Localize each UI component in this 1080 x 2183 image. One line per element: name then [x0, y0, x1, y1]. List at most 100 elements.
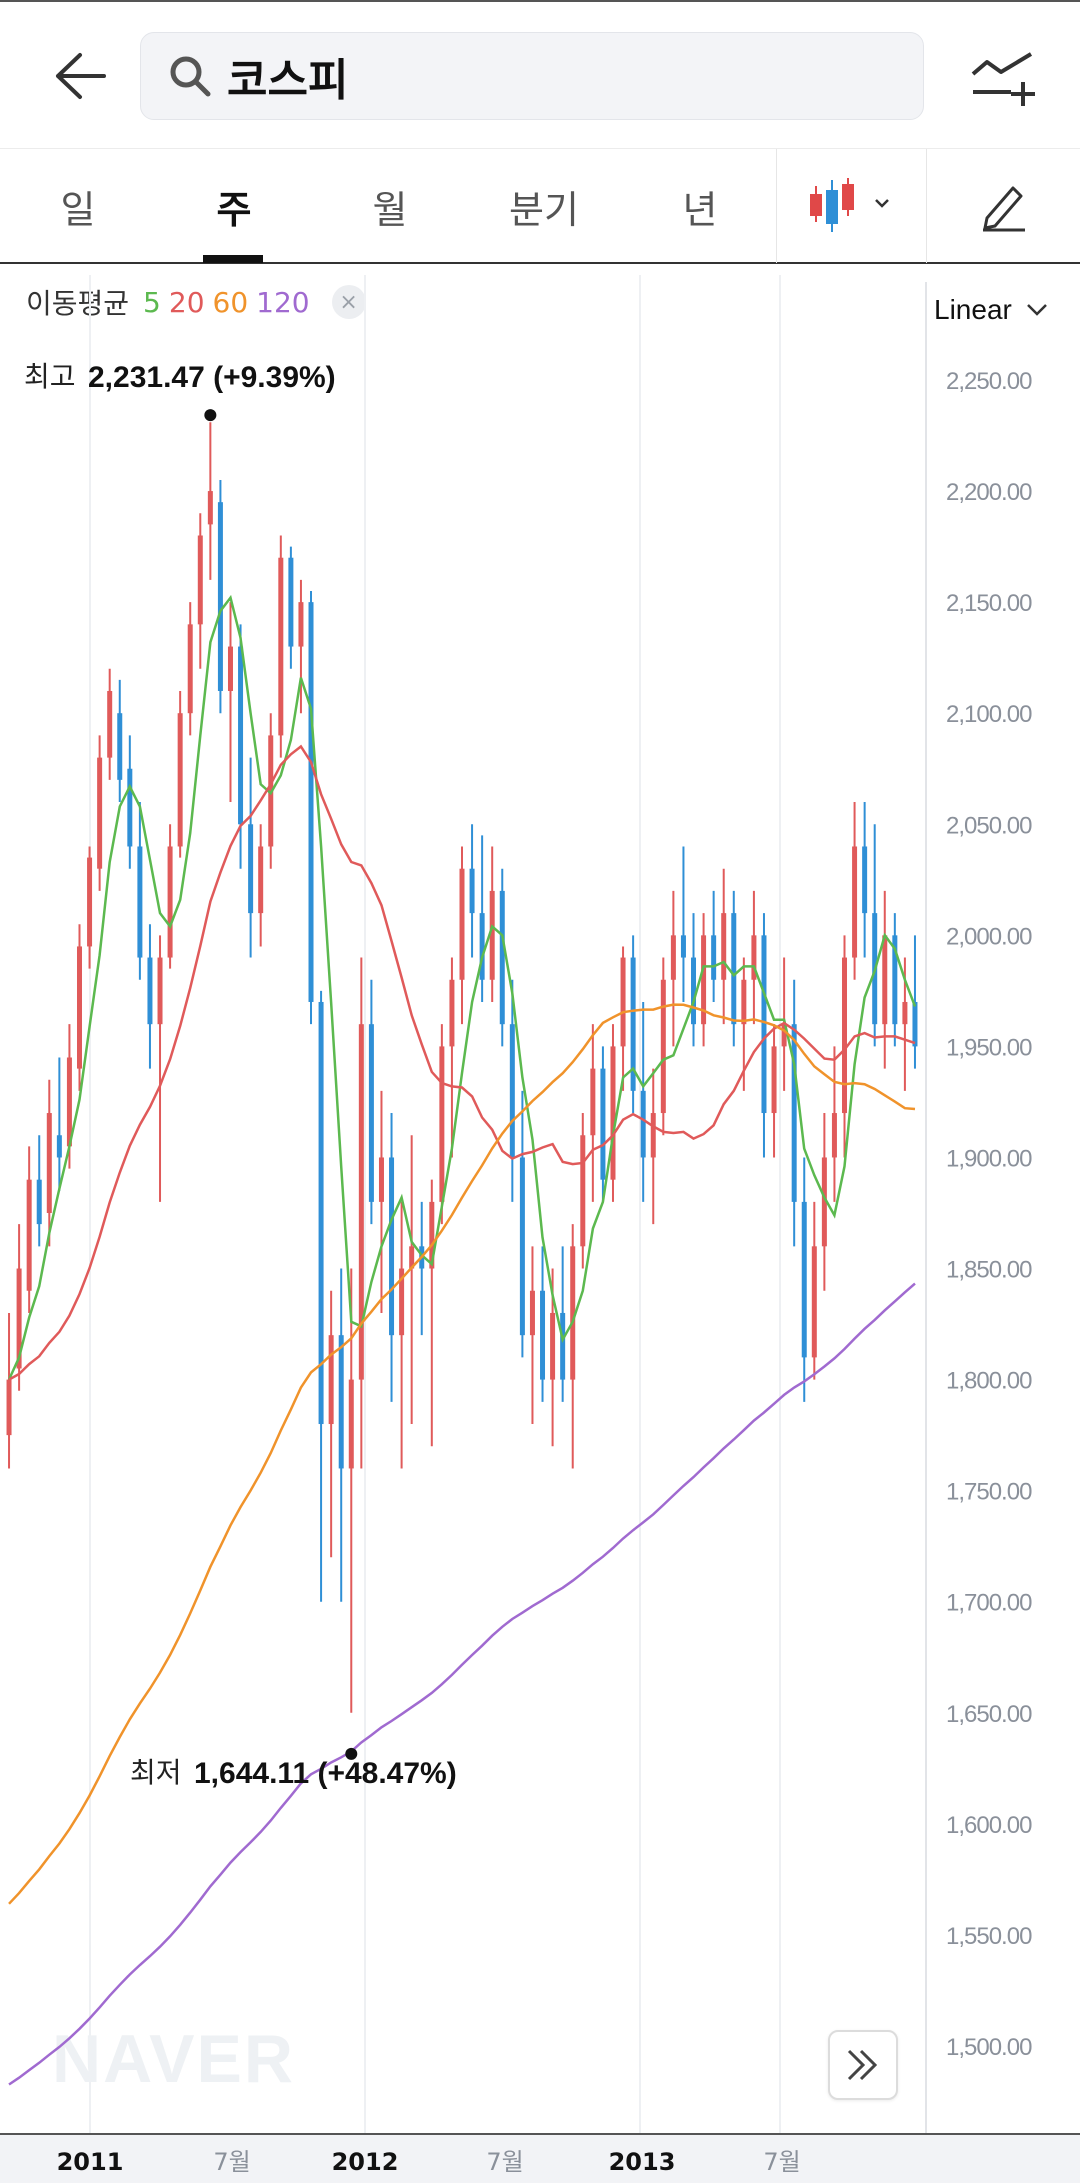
candle-body — [26, 1179, 32, 1291]
drawing-tool-button[interactable] — [928, 149, 1080, 263]
candle-body — [459, 868, 465, 980]
candle-body — [207, 491, 213, 525]
y-tick-label: 2,150.00 — [946, 590, 1032, 617]
candle-body — [902, 1001, 908, 1025]
candle-body — [570, 1246, 576, 1380]
x-axis: 2011 7월 2012 7월 2013 7월 — [0, 2133, 1080, 2183]
tab-week[interactable]: 주 — [156, 149, 312, 263]
y-tick-label: 1,800.00 — [946, 1368, 1032, 1395]
arrow-left-icon — [56, 53, 106, 99]
low-marker-value: 1,644.11 (+48.47%) — [194, 1757, 457, 1790]
candlestick-icon — [810, 178, 889, 232]
back-button[interactable] — [40, 36, 120, 116]
candle-body — [680, 935, 686, 958]
tab-month[interactable]: 월 — [372, 187, 408, 232]
candle-body — [227, 646, 233, 691]
candle-body — [912, 1001, 918, 1047]
candle-body — [16, 1268, 22, 1369]
y-tick-label: 1,900.00 — [946, 1145, 1032, 1172]
y-tick-label: 2,000.00 — [946, 923, 1032, 950]
ma-period-5: 5 — [143, 285, 161, 319]
high-marker-value: 2,231.47 (+9.39%) — [88, 361, 336, 394]
candle-body — [66, 1057, 72, 1147]
y-tick-label: 1,500.00 — [946, 2034, 1032, 2061]
double-chevron-right-icon — [847, 2049, 878, 2081]
ma-legend-label: 이동평균 — [26, 287, 130, 320]
chart-grid — [89, 275, 927, 2135]
candle-body — [87, 857, 93, 947]
candle-body — [479, 913, 485, 980]
x-tick-label: 2012 — [332, 2148, 399, 2176]
candle-body — [298, 602, 304, 647]
candle-body — [630, 957, 636, 1091]
y-tick-label: 1,700.00 — [946, 1590, 1032, 1617]
close-icon[interactable]: × — [331, 285, 366, 319]
x-axis-band — [0, 2134, 1080, 2183]
candle-body — [731, 913, 737, 1025]
candle-body — [640, 1090, 646, 1158]
candle-body — [842, 957, 848, 1114]
candle-body — [721, 913, 727, 980]
x-tick-label: 7월 — [486, 2148, 523, 2176]
chart-type-button[interactable] — [776, 149, 926, 263]
candle-body — [650, 1113, 656, 1158]
period-tabs: 일 주 월 분기 년 — [0, 148, 1080, 264]
y-axis: 2,250.00 2,200.00 2,150.00 2,100.00 2,050.00… — [946, 368, 1033, 2061]
high-marker-dot — [204, 409, 217, 422]
candle-body — [821, 1157, 827, 1247]
pencil-icon — [983, 186, 1025, 232]
candle-body — [620, 957, 626, 1047]
scroll-to-latest-button[interactable] — [828, 2030, 898, 2100]
search-input[interactable]: 코스피 — [140, 32, 924, 120]
candle-body — [489, 890, 495, 980]
candle-body — [288, 557, 294, 647]
candle-body — [529, 1290, 535, 1336]
tab-year[interactable]: 년 — [682, 187, 718, 232]
y-tick-label: 1,650.00 — [946, 1701, 1032, 1728]
candle-body — [761, 935, 767, 1114]
candle-body — [187, 624, 193, 714]
candle-body — [882, 935, 888, 1025]
y-tick-label: 1,850.00 — [946, 1257, 1032, 1284]
tab-day[interactable]: 일 — [60, 187, 96, 232]
moving-average-lines — [7, 594, 917, 2086]
candle-body — [540, 1290, 546, 1380]
tab-quarter[interactable]: 분기 — [509, 187, 579, 232]
candle-body — [258, 846, 264, 914]
candle-body — [610, 1046, 616, 1180]
candle-body — [46, 1113, 52, 1213]
candle-body — [670, 935, 676, 980]
candle-body — [6, 1379, 12, 1436]
y-tick-label: 2,200.00 — [946, 479, 1032, 506]
x-tick-label: 2011 — [57, 2148, 124, 2176]
scale-dropdown[interactable]: Linear — [934, 288, 1048, 332]
candle-body — [177, 713, 183, 847]
ma-line-60 — [8, 1003, 916, 1905]
candle-body — [600, 1068, 606, 1180]
scale-label: Linear — [934, 294, 1012, 325]
candle-body — [368, 1024, 374, 1202]
candle-body — [348, 1379, 354, 1469]
candle-body — [389, 1157, 395, 1336]
y-tick-label: 2,050.00 — [946, 812, 1032, 839]
candle-body — [56, 1135, 62, 1158]
x-tick-label: 2013 — [609, 2148, 676, 2176]
low-marker-label: 최저 — [130, 1756, 182, 1789]
price-chart[interactable]: NAVER 2,250.002,200.002,150.002,100.002,… — [0, 266, 1080, 2183]
candle-body — [429, 1201, 435, 1269]
high-marker-label: 최고 — [24, 360, 76, 393]
x-tick-label: 7월 — [763, 2148, 800, 2176]
compare-chart-button[interactable] — [964, 40, 1044, 120]
extreme-markers: 최고 2,231.47 (+9.39%) 최저 1,644.11 (+48.47… — [24, 360, 457, 1790]
candle-body — [167, 846, 173, 958]
candle-body — [197, 535, 203, 625]
candle-body — [831, 1113, 837, 1158]
moving-average-legend[interactable]: 이동평균 5 20 60 120 × — [26, 282, 366, 322]
chevron-down-icon — [1026, 304, 1047, 316]
candle-body — [469, 868, 475, 914]
candle-body — [308, 602, 314, 1002]
candle-body — [691, 957, 697, 1025]
candle-body — [358, 1024, 364, 1380]
tab-divider — [926, 149, 927, 263]
candle-body — [147, 957, 153, 1025]
